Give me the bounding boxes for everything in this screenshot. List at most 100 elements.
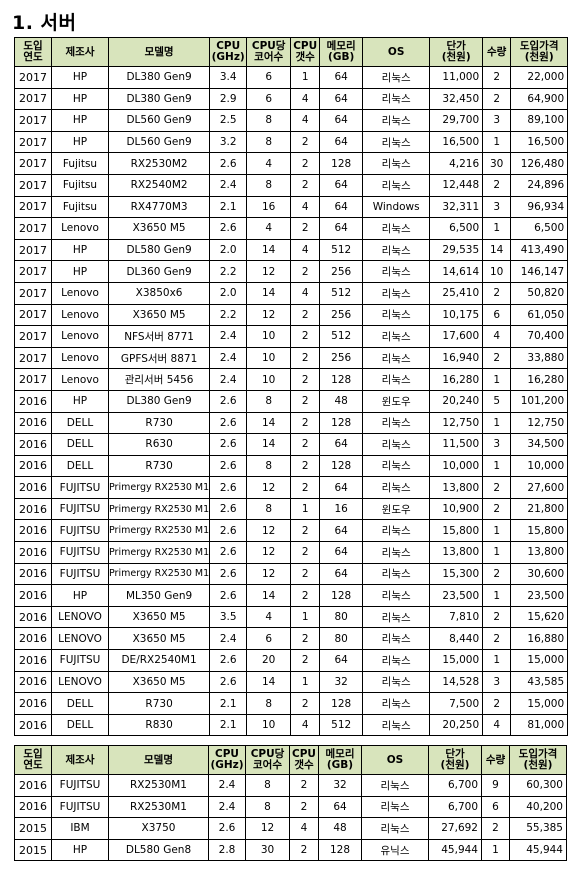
cell-cores-per-cpu: 12: [245, 817, 290, 840]
header-unit-price-line: 단가: [446, 40, 466, 52]
header-quantity-line: 수량: [485, 753, 506, 766]
cell-os: 리눅스: [362, 260, 431, 283]
cell-maker: DELL: [51, 692, 109, 715]
header-maker: 제조사: [51, 745, 109, 775]
cell-year: 2016: [14, 627, 52, 651]
cell-memory-gb: 64: [319, 519, 364, 543]
cell-cpu-ghz: 2.6: [209, 433, 248, 456]
cell-cores-per-cpu: 14: [246, 281, 292, 305]
cell-maker: HP: [51, 66, 109, 89]
cell-unit-price: 20,250: [429, 713, 484, 737]
server-table-1: 도입 연도 제조사 모델명 CPU (GHz) CPU당 코어수 CPU 갯수 메모리 (GB) OS 단…: [14, 37, 569, 737]
cell-cpu-ghz: 3.4: [209, 66, 248, 89]
cell-quantity: 1: [482, 368, 512, 391]
cell-cores-per-cpu: 8: [246, 389, 292, 413]
cell-cpu-count: 2: [290, 454, 321, 478]
header-year: 도입 연도: [14, 745, 52, 775]
cell-total-price: 64,900: [510, 87, 569, 111]
cell-total-price: 70,400: [510, 325, 569, 348]
cell-memory-gb: 64: [319, 541, 364, 564]
cell-maker: FUJITSU: [51, 795, 109, 819]
cell-unit-price: 17,600: [429, 325, 484, 348]
cell-year: 2016: [14, 692, 52, 715]
cell-year: 2017: [14, 109, 52, 132]
cell-unit-price: 15,800: [429, 519, 484, 543]
header-cpu-count-line: CPU: [292, 748, 316, 760]
table-row: 2016 DELL R730 2.6 8 2 128 리눅스 10,000 1 10,000: [14, 454, 569, 478]
cell-cpu-count: 2: [290, 692, 321, 715]
cell-os: 윈도우: [362, 497, 431, 521]
cell-quantity: 1: [482, 541, 512, 564]
table-row: 2017 Lenovo X3850x6 2.0 14 4 512 리눅스 25,410 2 50,8…: [14, 281, 569, 305]
header-maker-line: 제조사: [65, 45, 95, 58]
cell-os: 리눅스: [362, 562, 431, 586]
cell-cores-per-cpu: 12: [246, 260, 292, 283]
table-row: 2016 DELL R730 2.6 14 2 128 리눅스 12,750 1 12,750: [14, 411, 569, 435]
cell-unit-price: 10,000: [429, 454, 484, 478]
cell-cpu-ghz: 2.6: [209, 152, 248, 175]
cell-cpu-ghz: 2.6: [209, 217, 248, 240]
cell-memory-gb: 64: [319, 173, 364, 197]
cell-quantity: 4: [482, 325, 512, 348]
cell-cores-per-cpu: 8: [245, 795, 290, 819]
table-row: 2016 LENOVO X3650 M5 2.6 14 1 32 리눅스 14,528 3 43,5…: [14, 670, 569, 694]
cell-cpu-ghz: 2.4: [209, 627, 248, 651]
cell-os: 리눅스: [362, 649, 431, 672]
cell-model: RX2530M1: [108, 795, 209, 819]
cell-model: DL380 Gen9: [107, 389, 211, 413]
cell-unit-price: 14,614: [429, 260, 484, 283]
cell-memory-gb: 128: [319, 152, 364, 175]
cell-cpu-count: 1: [290, 66, 321, 89]
cell-cpu-count: 2: [290, 130, 321, 154]
cell-os: 리눅스: [362, 605, 431, 629]
cell-total-price: 61,050: [510, 303, 569, 327]
cell-os: 리눅스: [362, 152, 431, 175]
cell-cores-per-cpu: 14: [246, 670, 292, 694]
cell-year: 2017: [14, 281, 52, 305]
cell-cpu-count: 2: [290, 389, 321, 413]
cell-cpu-count: 2: [290, 260, 321, 283]
table-row: 2016 FUJITSU RX2530M1 2.4 8 2 32 리눅스 6,700 9 60,30…: [14, 774, 567, 797]
cell-model: GPFS서버 8871: [107, 346, 211, 370]
cell-maker: Lenovo: [51, 325, 109, 348]
cell-os: 리눅스: [362, 692, 431, 715]
cell-memory-gb: 256: [319, 346, 364, 370]
cell-model: DE/RX2540M1: [107, 649, 211, 672]
cell-os: 리눅스: [362, 109, 431, 132]
cell-cpu-ghz: 2.6: [209, 649, 248, 672]
table-row: 2016 FUJITSU RX2530M1 2.4 8 2 64 리눅스 6,700 6 40,20…: [14, 795, 567, 819]
cell-os: 리눅스: [362, 87, 431, 111]
cell-model: X3650 M5: [107, 605, 211, 629]
header-cores-per-cpu-line: CPU당: [251, 40, 286, 52]
table-row: 2016 FUJITSU Primergy RX2530 M1 2.6 12 2 64 리눅스…: [14, 476, 569, 499]
cell-memory-gb: 32: [319, 670, 364, 694]
cell-unit-price: 11,500: [429, 433, 484, 456]
header-unit-price-line: (천원): [441, 51, 471, 63]
cell-os: 윈도우: [362, 389, 431, 413]
cell-memory-gb: 64: [319, 109, 364, 132]
cell-os: 유닉스: [361, 838, 429, 862]
header-os: OS: [361, 745, 429, 775]
cell-cores-per-cpu: 8: [246, 173, 292, 197]
cell-unit-price: 23,500: [429, 584, 484, 607]
cell-year: 2016: [14, 497, 52, 521]
cell-maker: HP: [51, 130, 109, 154]
header-total-price: 도입가격 (천원): [510, 37, 569, 67]
cell-maker: FUJITSU: [51, 562, 109, 586]
header-model: 모델명: [108, 745, 209, 775]
cell-unit-price: 13,800: [429, 476, 484, 499]
table-row: 2016 HP ML350 Gen9 2.6 14 2 128 리눅스 23,500 1 23,50…: [14, 584, 569, 607]
table-row: 2017 HP DL360 Gen9 2.2 12 2 256 리눅스 14,614 10 146,…: [14, 260, 569, 283]
cell-memory-gb: 128: [319, 368, 364, 391]
cell-year: 2017: [14, 130, 52, 154]
cell-cpu-count: 2: [290, 303, 321, 327]
header-os-line: OS: [387, 45, 405, 58]
cell-model: X3850x6: [107, 281, 211, 305]
cell-maker: HP: [51, 584, 109, 607]
cell-maker: Lenovo: [51, 303, 109, 327]
cell-os: 리눅스: [362, 325, 431, 348]
cell-total-price: 15,000: [510, 692, 569, 715]
table-row: 2017 HP DL560 Gen9 3.2 8 2 64 리눅스 16,500 1 16,500: [14, 130, 569, 154]
cell-memory-gb: 64: [319, 433, 364, 456]
cell-year: 2016: [14, 433, 52, 456]
